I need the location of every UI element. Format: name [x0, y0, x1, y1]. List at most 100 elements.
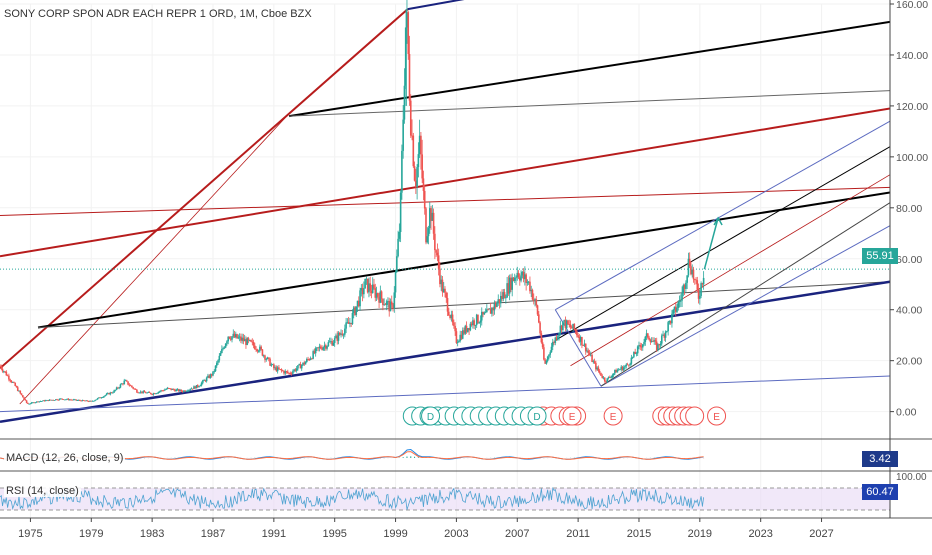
candle-body	[640, 346, 643, 348]
candle-body	[677, 301, 680, 308]
candle-body	[600, 372, 602, 376]
candle-body	[243, 339, 246, 342]
candle-body	[379, 291, 382, 303]
candle-body	[488, 308, 491, 310]
x-axis[interactable]: 1975 1979 1983 1987 1991 1995 1999 2003 2007 2011…	[18, 518, 834, 540]
candle-body	[136, 389, 138, 393]
candle-body	[469, 323, 472, 331]
event-marker	[685, 406, 705, 426]
candle-body	[655, 341, 658, 351]
candle-body	[177, 389, 180, 392]
candle-body	[557, 336, 559, 340]
event-marker-label: D	[427, 412, 434, 423]
candle-body	[635, 353, 638, 355]
candle-body	[323, 345, 326, 348]
candle-body	[530, 289, 533, 292]
candle-body	[269, 358, 271, 366]
candle-body	[420, 135, 422, 155]
candle-body	[502, 292, 505, 299]
candle-body	[81, 400, 84, 402]
candle-body	[167, 387, 170, 389]
candle-body	[132, 387, 134, 389]
candle-body	[322, 347, 325, 350]
y-axis[interactable]: 160.00 140.00 120.00 100.00 80.00 60.00 40.00 2…	[889, 0, 928, 518]
trend-line	[0, 280, 891, 424]
candle-body	[316, 347, 318, 349]
rsi-label[interactable]: RSI (14, close)	[4, 485, 81, 497]
candle-body	[620, 366, 623, 370]
candle-body	[265, 359, 268, 360]
candle-body	[259, 346, 261, 351]
rsi-line	[0, 486, 704, 510]
candle-body	[105, 393, 108, 396]
candle-body	[409, 100, 412, 136]
candle-body	[46, 399, 48, 401]
candle-body	[506, 283, 508, 298]
y-tick-label: 60.00	[896, 254, 922, 266]
candle-body	[128, 384, 131, 386]
candle-body	[569, 324, 572, 328]
candle-body	[317, 347, 320, 349]
candle-body	[491, 307, 493, 314]
candle-body	[300, 365, 303, 369]
candle-body	[572, 323, 574, 329]
candle-body	[250, 340, 252, 342]
candle-body	[5, 371, 8, 376]
candle-body	[610, 377, 612, 379]
candle-body	[617, 369, 620, 371]
candle-body	[67, 398, 70, 401]
candle-body	[38, 401, 41, 403]
candle-body	[378, 296, 380, 303]
candle-body	[120, 383, 123, 385]
candle-body	[306, 359, 308, 363]
candle-body	[505, 297, 507, 299]
candle-body	[267, 357, 270, 359]
candle-body	[435, 250, 437, 253]
candle-body	[577, 335, 579, 337]
candle-body	[360, 288, 363, 291]
candle-body	[297, 365, 299, 369]
macd-label[interactable]: MACD (12, 26, close, 9)	[4, 452, 126, 464]
candle-body	[663, 334, 666, 338]
candle-body	[377, 293, 379, 297]
candle-body	[446, 297, 449, 312]
candle-body	[593, 361, 596, 363]
candle-body	[208, 375, 210, 378]
candle-body	[494, 303, 497, 307]
event-marker-label: D	[533, 412, 540, 423]
y-tick-label: 140.00	[896, 50, 928, 62]
projection-arrow	[703, 217, 719, 270]
candle-body	[326, 346, 328, 349]
candle-body	[176, 389, 179, 391]
candle-body	[153, 393, 156, 395]
candle-body	[693, 279, 696, 281]
candle-body	[701, 283, 704, 285]
candle-body	[544, 359, 546, 364]
candle-body	[23, 397, 25, 400]
projection-arrow-head	[713, 216, 723, 226]
x-tick-label: 1991	[262, 528, 286, 540]
candle-body	[361, 288, 364, 295]
candle-body	[436, 252, 439, 256]
candle-body	[647, 333, 649, 338]
trend-line	[407, 0, 465, 11]
candle-body	[499, 295, 502, 304]
candle-body	[292, 371, 294, 374]
candle-body	[100, 397, 103, 399]
candle-body	[660, 335, 663, 344]
candle-body	[124, 380, 127, 382]
candle-body	[54, 399, 57, 401]
candle-body	[397, 238, 399, 257]
candle-body	[247, 338, 250, 341]
event-marker	[421, 406, 441, 426]
candle-body	[332, 342, 335, 346]
candle-body	[511, 277, 513, 290]
candle-body	[384, 304, 387, 306]
candle-body	[138, 392, 141, 394]
candle-body	[417, 154, 420, 168]
candle-body	[412, 135, 415, 167]
candle-body	[129, 385, 132, 387]
candle-body	[702, 277, 705, 285]
candle-body	[375, 293, 378, 298]
